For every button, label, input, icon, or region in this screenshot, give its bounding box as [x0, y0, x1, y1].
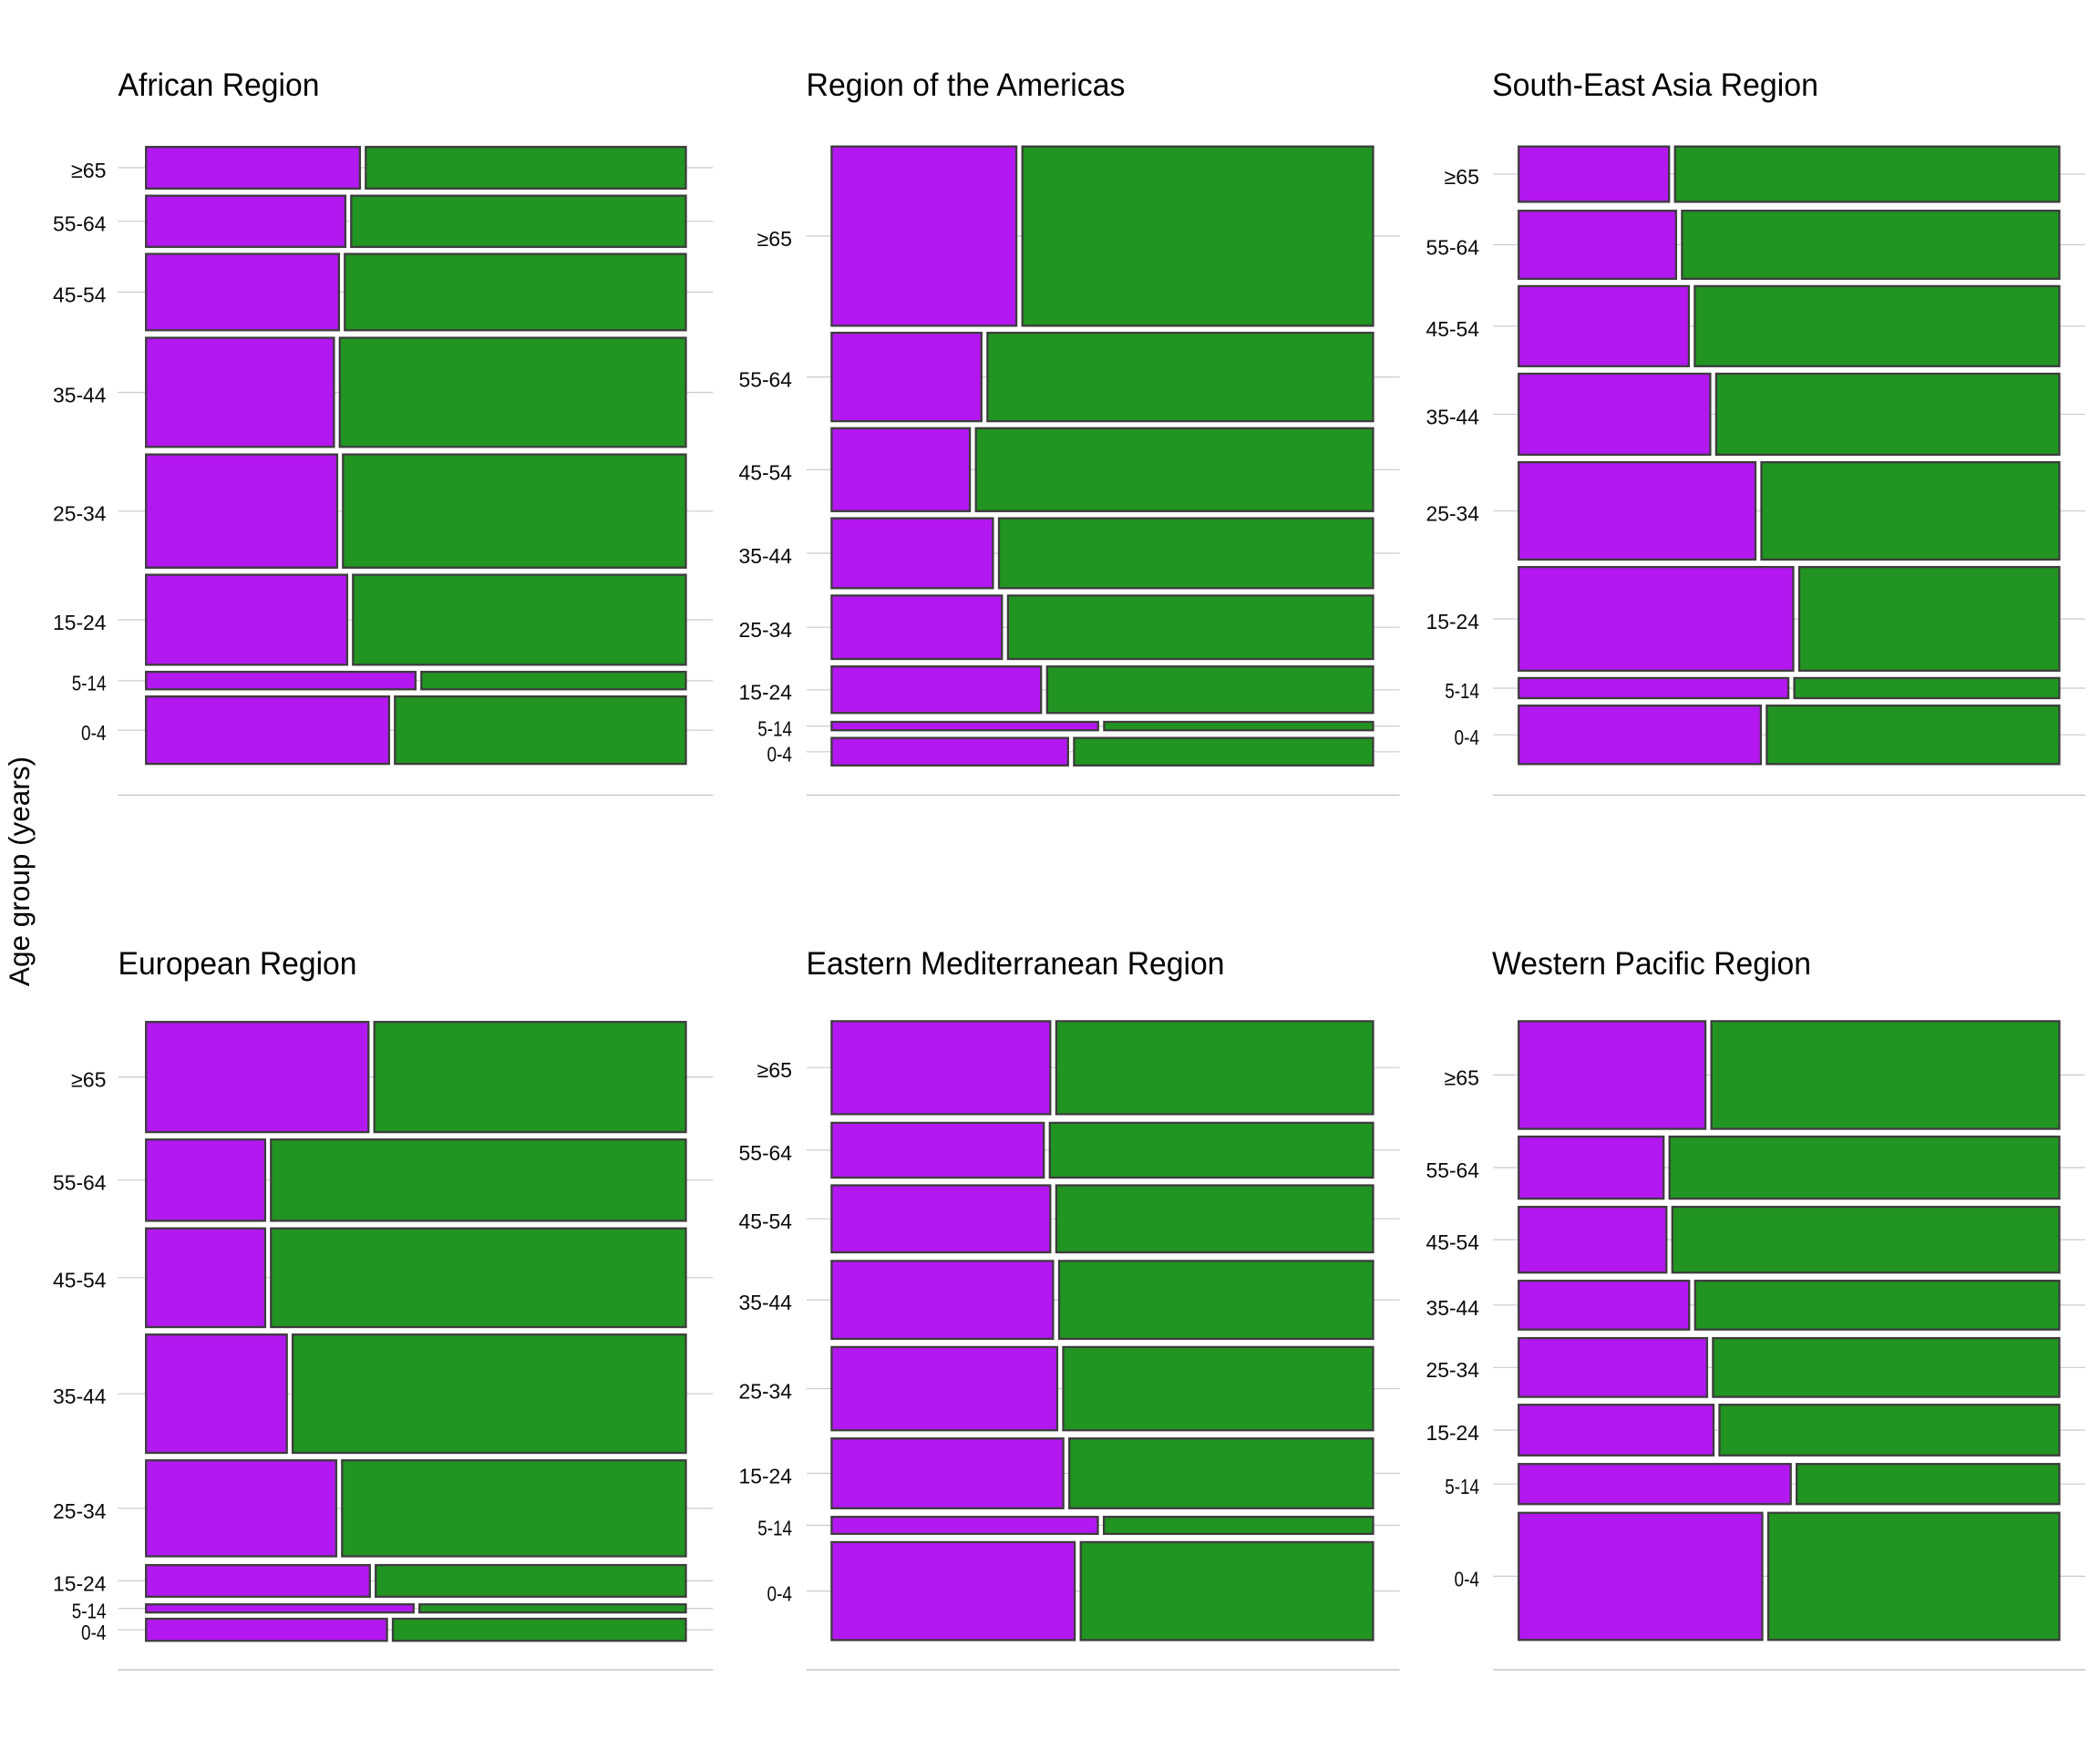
svg-text:0-4: 0-4 [767, 1582, 793, 1606]
svg-text:35-44: 35-44 [1426, 1296, 1480, 1320]
svg-text:45-54: 45-54 [1426, 317, 1480, 341]
svg-text:35-44: 35-44 [53, 1385, 107, 1408]
svg-text:5-14: 5-14 [72, 672, 107, 695]
svg-text:25-34: 25-34 [53, 1499, 107, 1523]
svg-text:≥65: ≥65 [757, 227, 793, 251]
svg-text:Eastern Mediterranean Region: Eastern Mediterranean Region [807, 946, 1225, 982]
svg-text:45-54: 45-54 [739, 460, 793, 484]
svg-text:15-24: 15-24 [739, 1464, 793, 1488]
svg-text:45-54: 45-54 [1426, 1230, 1480, 1254]
svg-text:≥65: ≥65 [1445, 165, 1480, 189]
svg-text:15-24: 15-24 [53, 1571, 107, 1595]
svg-text:55-64: 55-64 [53, 1171, 107, 1195]
svg-text:55-64: 55-64 [1426, 1158, 1480, 1182]
svg-text:0-4: 0-4 [81, 721, 107, 745]
svg-text:0-4: 0-4 [767, 743, 793, 767]
svg-text:45-54: 45-54 [53, 283, 107, 306]
svg-text:Age group (years): Age group (years) [3, 757, 36, 986]
svg-text:35-44: 35-44 [53, 383, 107, 407]
svg-text:Region of the Americas: Region of the Americas [807, 67, 1126, 103]
svg-text:Western Pacific Region: Western Pacific Region [1492, 946, 1811, 982]
svg-text:15-24: 15-24 [53, 611, 107, 634]
svg-text:45-54: 45-54 [53, 1269, 107, 1292]
svg-text:35-44: 35-44 [739, 544, 793, 568]
svg-text:25-34: 25-34 [1426, 1358, 1480, 1382]
svg-text:15-24: 15-24 [739, 681, 793, 705]
svg-text:35-44: 35-44 [1426, 405, 1480, 428]
svg-text:5-14: 5-14 [1445, 1475, 1479, 1498]
svg-text:0-4: 0-4 [1455, 1567, 1480, 1590]
svg-text:5-14: 5-14 [72, 1600, 107, 1623]
svg-text:South-East Asia Region: South-East Asia Region [1492, 67, 1818, 103]
svg-text:15-24: 15-24 [1426, 610, 1480, 633]
svg-text:≥65: ≥65 [757, 1058, 793, 1082]
svg-text:5-14: 5-14 [757, 717, 792, 741]
svg-text:55-64: 55-64 [1426, 235, 1480, 259]
svg-text:5-14: 5-14 [1445, 679, 1479, 703]
svg-text:35-44: 35-44 [739, 1291, 793, 1314]
svg-text:15-24: 15-24 [1426, 1421, 1480, 1445]
svg-text:≥65: ≥65 [1445, 1065, 1480, 1089]
svg-text:55-64: 55-64 [53, 212, 107, 236]
svg-text:25-34: 25-34 [1426, 501, 1480, 525]
svg-text:European Region: European Region [118, 946, 357, 982]
svg-text:≥65: ≥65 [71, 159, 107, 182]
svg-text:≥65: ≥65 [71, 1068, 107, 1092]
svg-text:55-64: 55-64 [739, 1141, 793, 1165]
svg-text:45-54: 45-54 [739, 1210, 793, 1233]
svg-text:25-34: 25-34 [53, 502, 107, 526]
svg-text:25-34: 25-34 [739, 1379, 793, 1403]
svg-text:25-34: 25-34 [739, 618, 793, 642]
svg-text:0-4: 0-4 [1455, 726, 1480, 749]
svg-text:African Region: African Region [118, 67, 320, 103]
svg-text:0-4: 0-4 [81, 1621, 107, 1644]
svg-text:5-14: 5-14 [757, 1516, 792, 1539]
svg-text:55-64: 55-64 [739, 368, 793, 392]
